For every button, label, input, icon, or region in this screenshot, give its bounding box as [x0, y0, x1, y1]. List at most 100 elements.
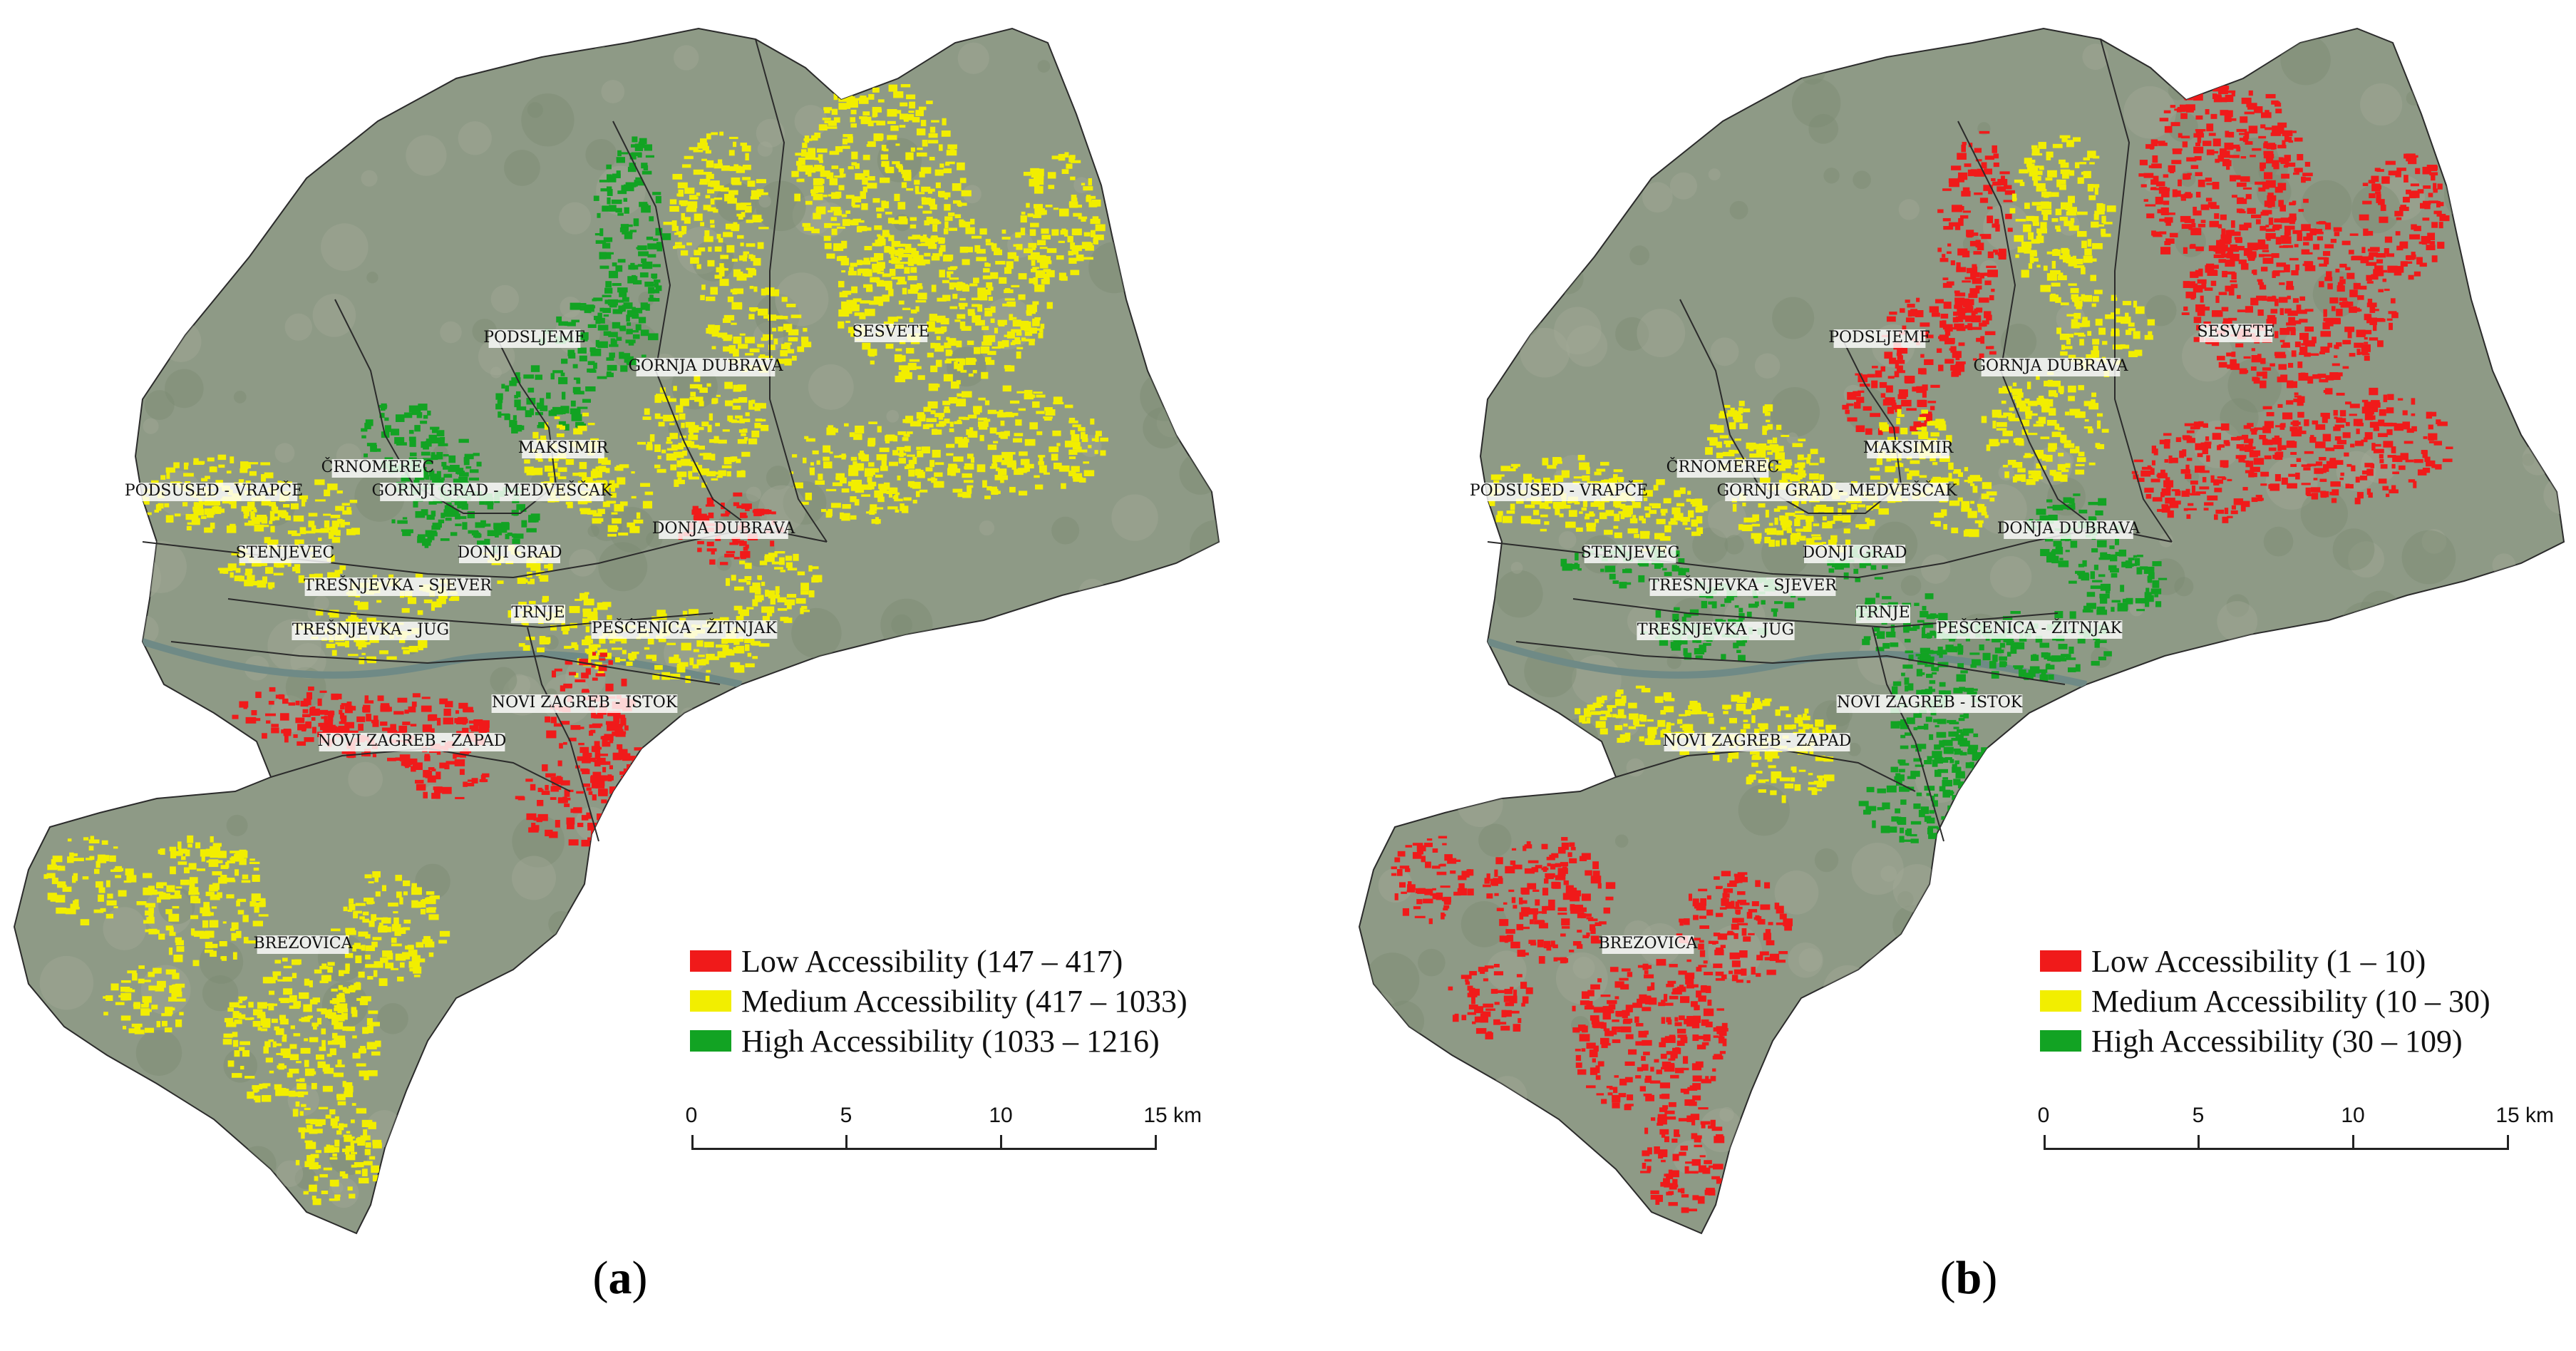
coverage-medium [738, 636, 744, 642]
coverage-medium [961, 190, 972, 197]
coverage-low [1895, 363, 1899, 369]
coverage-medium [305, 530, 316, 534]
coverage-medium [329, 1109, 336, 1115]
coverage-medium [1001, 460, 1009, 466]
coverage-low [2193, 93, 2203, 101]
coverage-medium [314, 1176, 319, 1181]
coverage-high [633, 276, 638, 284]
coverage-medium [407, 597, 417, 605]
coverage-high [455, 515, 467, 519]
coverage-medium [1000, 477, 1004, 483]
coverage-low [305, 721, 312, 729]
coverage-medium [346, 1026, 356, 1032]
coverage-medium [1100, 450, 1106, 456]
district-label-bg [459, 545, 560, 563]
coverage-medium [860, 300, 871, 304]
coverage-medium [597, 602, 608, 610]
coverage-high [497, 400, 503, 405]
coverage-medium [1004, 289, 1014, 294]
coverage-high [430, 426, 440, 430]
coverage-medium [797, 165, 805, 171]
coverage-medium [304, 1038, 309, 1042]
coverage-low [331, 693, 339, 700]
coverage-high [615, 265, 623, 272]
district-label-group: TRNJE [511, 604, 565, 623]
coverage-low [2260, 112, 2272, 118]
coverage-medium [354, 1162, 364, 1168]
coverage-medium [1001, 340, 1009, 347]
coverage-medium [347, 909, 353, 913]
coverage-medium [148, 908, 155, 913]
coverage-medium [260, 898, 266, 903]
coverage-medium [750, 309, 756, 312]
coverage-medium [2128, 322, 2135, 327]
coverage-medium [359, 916, 365, 920]
coverage-medium [631, 495, 637, 499]
coverage-medium [764, 555, 775, 563]
coverage-low [2241, 98, 2252, 104]
coverage-medium [2021, 419, 2030, 427]
coverage-medium [1071, 197, 1078, 201]
coverage-medium [239, 849, 247, 855]
coverage-low [614, 729, 624, 734]
coverage-low [395, 757, 403, 761]
coverage-medium [826, 427, 836, 436]
coverage-high [648, 297, 656, 302]
coverage-low [2267, 195, 2277, 201]
coverage-low [1920, 322, 1930, 327]
coverage-medium [867, 349, 877, 356]
coverage-medium [2029, 169, 2038, 177]
coverage-medium [742, 177, 751, 180]
coverage-medium [2032, 175, 2041, 181]
coverage-medium [1996, 428, 2007, 431]
coverage-medium [105, 880, 110, 888]
coverage-high [612, 309, 623, 314]
coverage-medium [821, 508, 827, 513]
coverage-low [637, 759, 641, 764]
coverage-high [608, 175, 617, 183]
coverage-medium [727, 635, 735, 643]
coverage-medium [887, 317, 899, 322]
coverage-high [631, 312, 638, 316]
coverage-medium [2014, 474, 2025, 481]
coverage-low [592, 771, 602, 779]
coverage-medium [868, 93, 875, 100]
coverage-medium [205, 942, 213, 949]
coverage-medium [825, 510, 833, 518]
coverage-medium [816, 148, 828, 153]
coverage-medium [95, 881, 103, 888]
coverage-low [2271, 100, 2279, 105]
coverage-medium [902, 287, 907, 294]
coverage-medium [801, 341, 812, 348]
coverage-medium [694, 213, 703, 221]
coverage-medium [275, 1088, 280, 1096]
coverage-medium [2115, 308, 2121, 314]
coverage-medium [1001, 475, 1009, 481]
coverage-medium [748, 314, 755, 319]
coverage-medium [304, 1107, 311, 1111]
coverage-high [631, 152, 642, 156]
coverage-medium [2071, 294, 2078, 300]
coverage-medium [761, 337, 768, 341]
coverage-medium [617, 477, 626, 485]
coverage-high [498, 411, 502, 418]
coverage-high [617, 190, 627, 195]
coverage-low [2221, 97, 2227, 103]
coverage-high [606, 357, 614, 361]
coverage-medium [929, 156, 935, 161]
coverage-low [2260, 282, 2265, 287]
coverage-low [2180, 135, 2190, 139]
coverage-medium [174, 513, 181, 517]
coverage-low [1880, 366, 1886, 372]
coverage-high [438, 443, 448, 446]
coverage-medium [274, 960, 282, 964]
coverage-low [2176, 190, 2181, 197]
coverage-high [515, 391, 521, 398]
coverage-high [633, 218, 639, 227]
coverage-medium [716, 476, 723, 478]
coverage-medium [243, 937, 249, 944]
coverage-medium [1046, 302, 1053, 309]
coverage-medium [927, 401, 938, 409]
coverage-medium [369, 1156, 376, 1160]
coverage-medium [741, 212, 746, 217]
